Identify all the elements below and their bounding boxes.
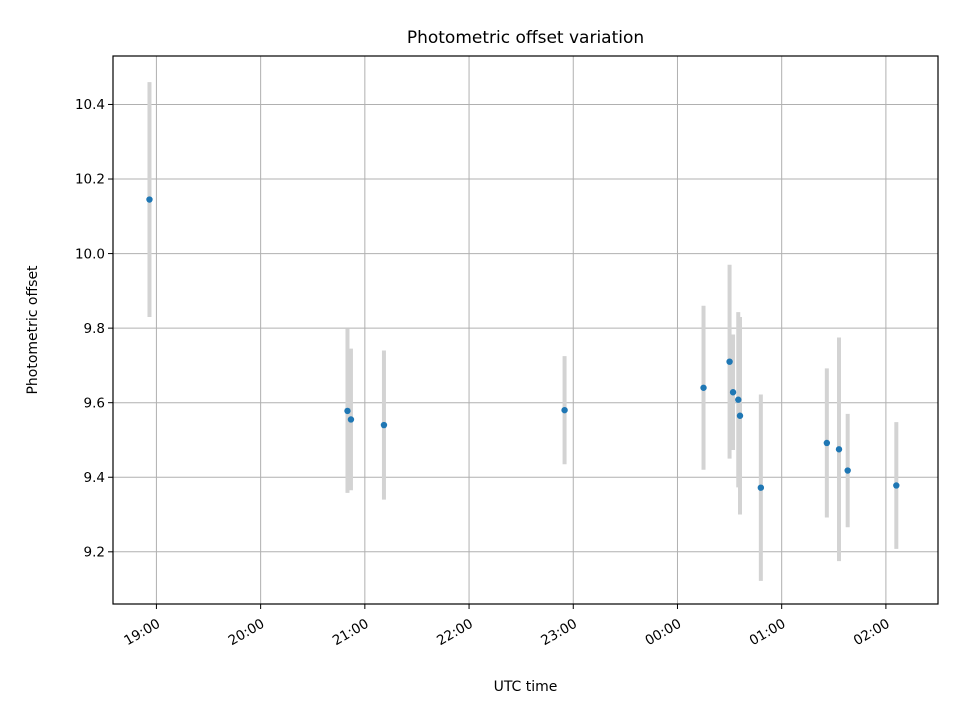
data-point	[146, 196, 153, 203]
error-bars	[147, 82, 899, 581]
y-tick-label: 9.4	[84, 470, 105, 486]
data-point	[835, 446, 843, 453]
y-tick-label: 10.4	[75, 97, 105, 113]
y-tick-label: 9.6	[84, 395, 105, 411]
data-point	[561, 406, 568, 414]
x-tick-label: 20:00	[226, 616, 268, 649]
x-axis-label: UTC time	[494, 679, 558, 695]
x-tick-label: 00:00	[643, 616, 685, 649]
data-point	[736, 412, 744, 419]
y-tick-label: 9.2	[84, 545, 105, 561]
data-point	[823, 439, 831, 447]
x-ticks: 19:00 20:00 21:00 22:00 23:00 00:00 01:00 02:00	[121, 604, 893, 649]
data-point	[700, 384, 707, 391]
x-tick-label: 21:00	[330, 616, 372, 649]
x-tick-label: 01:00	[747, 616, 789, 649]
y-ticks: 9.2 9.4 9.6 9.8 10.0 10.2 10.4	[75, 97, 113, 561]
y-tick-label: 9.8	[84, 321, 105, 337]
data-point	[757, 484, 765, 491]
x-tick-label: 23:00	[538, 616, 580, 649]
x-tick-label: 22:00	[434, 616, 476, 649]
y-tick-label: 10.0	[75, 246, 105, 262]
chart-title: Photometric offset variation	[407, 28, 644, 48]
data-point	[844, 467, 851, 474]
y-tick-label: 10.2	[75, 172, 105, 188]
data-point	[380, 421, 388, 429]
x-tick-label: 19:00	[121, 616, 163, 649]
data-point	[735, 396, 742, 403]
data-points	[146, 196, 900, 491]
data-point	[729, 389, 737, 396]
grid-lines	[113, 56, 938, 604]
data-point	[347, 416, 355, 423]
x-tick-label: 02:00	[851, 616, 893, 649]
data-point	[726, 358, 733, 365]
data-point	[344, 407, 351, 415]
data-point	[893, 482, 900, 489]
y-axis-label: Photometric offset	[25, 265, 41, 395]
plot-frame	[112, 55, 939, 605]
